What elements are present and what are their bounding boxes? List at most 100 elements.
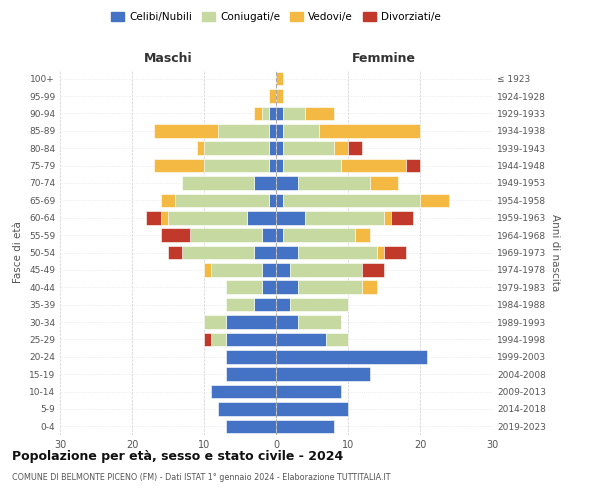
Bar bbox=[276, 90, 283, 103]
Bar bbox=[161, 211, 168, 224]
Bar bbox=[254, 176, 276, 190]
Bar bbox=[269, 159, 276, 172]
Bar bbox=[276, 106, 283, 120]
Bar bbox=[175, 194, 269, 207]
Bar bbox=[161, 194, 175, 207]
Bar bbox=[154, 159, 204, 172]
Bar bbox=[182, 176, 254, 190]
Bar bbox=[154, 124, 218, 138]
Bar bbox=[276, 315, 298, 329]
Bar bbox=[276, 385, 341, 398]
Bar bbox=[276, 246, 298, 260]
Bar bbox=[269, 106, 276, 120]
Bar bbox=[161, 228, 190, 242]
Bar bbox=[269, 194, 276, 207]
Bar bbox=[290, 298, 348, 312]
Bar bbox=[283, 106, 305, 120]
Bar bbox=[276, 402, 348, 415]
Text: Popolazione per età, sesso e stato civile - 2024: Popolazione per età, sesso e stato civil… bbox=[12, 450, 343, 463]
Legend: Celibi/Nubili, Coniugati/e, Vedovi/e, Divorziati/e: Celibi/Nubili, Coniugati/e, Vedovi/e, Di… bbox=[107, 8, 445, 26]
Bar bbox=[226, 368, 276, 381]
Bar bbox=[204, 142, 269, 155]
Y-axis label: Fasce di età: Fasce di età bbox=[13, 222, 23, 284]
Bar bbox=[276, 263, 290, 276]
Bar bbox=[305, 106, 334, 120]
Bar bbox=[269, 124, 276, 138]
Bar bbox=[190, 228, 262, 242]
Bar bbox=[204, 315, 226, 329]
Bar bbox=[218, 402, 276, 415]
Bar bbox=[254, 106, 262, 120]
Bar bbox=[262, 280, 276, 294]
Text: Maschi: Maschi bbox=[143, 52, 193, 65]
Y-axis label: Anni di nascita: Anni di nascita bbox=[550, 214, 560, 291]
Bar bbox=[348, 142, 362, 155]
Bar bbox=[204, 159, 269, 172]
Bar bbox=[276, 420, 334, 433]
Bar bbox=[247, 211, 276, 224]
Bar bbox=[211, 263, 262, 276]
Bar bbox=[276, 298, 290, 312]
Bar bbox=[262, 228, 276, 242]
Bar bbox=[319, 124, 420, 138]
Bar bbox=[362, 263, 384, 276]
Bar bbox=[211, 385, 276, 398]
Bar bbox=[384, 246, 406, 260]
Bar bbox=[298, 246, 377, 260]
Bar bbox=[276, 142, 283, 155]
Bar bbox=[276, 124, 283, 138]
Text: COMUNE DI BELMONTE PICENO (FM) - Dati ISTAT 1° gennaio 2024 - Elaborazione TUTTI: COMUNE DI BELMONTE PICENO (FM) - Dati IS… bbox=[12, 472, 391, 482]
Bar bbox=[283, 124, 319, 138]
Bar bbox=[269, 90, 276, 103]
Bar bbox=[283, 142, 334, 155]
Bar bbox=[276, 368, 370, 381]
Bar bbox=[420, 194, 449, 207]
Bar bbox=[204, 332, 211, 346]
Bar bbox=[276, 350, 427, 364]
Bar bbox=[283, 194, 420, 207]
Bar bbox=[226, 280, 262, 294]
Bar bbox=[254, 246, 276, 260]
Bar bbox=[226, 350, 276, 364]
Bar bbox=[254, 298, 276, 312]
Bar bbox=[182, 246, 254, 260]
Bar bbox=[298, 176, 370, 190]
Bar bbox=[298, 280, 362, 294]
Bar bbox=[226, 332, 276, 346]
Bar bbox=[168, 246, 182, 260]
Bar bbox=[211, 332, 226, 346]
Bar bbox=[262, 106, 269, 120]
Bar bbox=[305, 211, 384, 224]
Bar bbox=[276, 176, 298, 190]
Bar bbox=[262, 263, 276, 276]
Bar bbox=[283, 159, 341, 172]
Bar bbox=[370, 176, 398, 190]
Bar bbox=[226, 315, 276, 329]
Bar bbox=[391, 211, 413, 224]
Bar bbox=[355, 228, 370, 242]
Bar bbox=[276, 72, 283, 86]
Bar bbox=[290, 263, 362, 276]
Bar bbox=[384, 211, 391, 224]
Bar bbox=[197, 142, 204, 155]
Bar bbox=[377, 246, 384, 260]
Bar bbox=[226, 420, 276, 433]
Bar bbox=[298, 315, 341, 329]
Bar bbox=[204, 263, 211, 276]
Bar bbox=[283, 228, 355, 242]
Bar bbox=[218, 124, 269, 138]
Bar bbox=[276, 228, 283, 242]
Bar bbox=[362, 280, 377, 294]
Bar bbox=[276, 280, 298, 294]
Bar bbox=[276, 332, 326, 346]
Bar bbox=[276, 194, 283, 207]
Text: Femmine: Femmine bbox=[352, 52, 416, 65]
Bar bbox=[168, 211, 247, 224]
Bar bbox=[334, 142, 348, 155]
Bar bbox=[226, 298, 254, 312]
Bar bbox=[341, 159, 406, 172]
Bar bbox=[276, 159, 283, 172]
Bar bbox=[269, 142, 276, 155]
Bar bbox=[146, 211, 161, 224]
Bar bbox=[406, 159, 420, 172]
